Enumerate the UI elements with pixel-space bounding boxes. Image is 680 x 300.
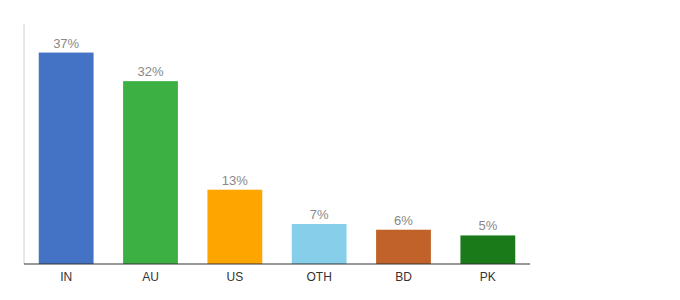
x-tick-label: AU bbox=[142, 270, 159, 284]
bar bbox=[207, 190, 262, 264]
bar bbox=[460, 235, 515, 264]
data-label: 13% bbox=[222, 173, 248, 188]
x-tick-label: BD bbox=[395, 270, 412, 284]
bar bbox=[292, 224, 347, 264]
x-tick-label: PK bbox=[480, 270, 496, 284]
data-label: 6% bbox=[394, 213, 413, 228]
data-label: 32% bbox=[137, 64, 163, 79]
y-axis-line bbox=[24, 24, 25, 264]
bars bbox=[39, 53, 515, 264]
data-label: 7% bbox=[310, 207, 329, 222]
data-label: 37% bbox=[53, 36, 79, 51]
x-tick-label: OTH bbox=[306, 270, 331, 284]
chart-svg: IN AU US OTH BD PK 37% 32% 13% 7% 6% 5% bbox=[0, 0, 680, 300]
x-tick-label: US bbox=[226, 270, 243, 284]
bar bbox=[376, 230, 431, 264]
x-tick-label: IN bbox=[60, 270, 72, 284]
bar bbox=[123, 81, 178, 264]
x-axis-line bbox=[24, 263, 530, 264]
chart-container: IN AU US OTH BD PK 37% 32% 13% 7% 6% 5% bbox=[0, 0, 680, 300]
bar bbox=[39, 53, 94, 264]
data-label: 5% bbox=[478, 218, 497, 233]
